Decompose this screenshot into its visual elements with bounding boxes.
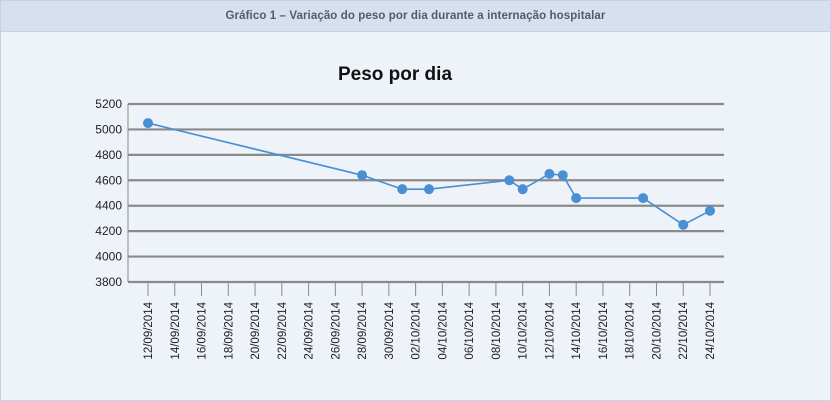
x-tick-label: 14/09/2014 [170, 301, 182, 359]
y-tick-label: 4200 [95, 224, 122, 238]
x-axis: 12/09/2014 14/09/2014 16/09/2014 18/09/2014… [143, 282, 717, 360]
x-tick-label: 24/09/2014 [304, 301, 316, 359]
y-tick-label: 5200 [95, 97, 122, 111]
x-tick-label: 10/10/2014 [518, 301, 530, 359]
data-point-28/09/2014 [357, 170, 368, 181]
x-tick-label: 22/09/2014 [277, 301, 289, 359]
data-point-22/10/2014 [678, 219, 689, 230]
data-point-09/10/2014 [504, 175, 515, 186]
x-tick-label: 28/09/2014 [357, 301, 369, 359]
chart-title: Peso por dia [338, 64, 452, 85]
y-tick-label: 5000 [95, 122, 122, 136]
x-tick-label: 18/10/2014 [625, 301, 637, 359]
figure-caption-bar: Gráfico 1 – Variação do peso por dia dur… [1, 1, 830, 32]
y-tick-label: 3800 [95, 275, 122, 289]
x-tick-label: 22/10/2014 [678, 301, 690, 359]
x-tick-label: 26/09/2014 [330, 301, 342, 359]
x-tick-label: 18/09/2014 [223, 301, 235, 359]
figure-caption: Gráfico 1 – Variação do peso por dia dur… [225, 10, 606, 22]
x-tick-label: 12/10/2014 [544, 301, 556, 359]
x-tick-label: 24/10/2014 [705, 301, 717, 359]
x-tick-label: 30/09/2014 [384, 301, 396, 359]
x-tick-label: 02/10/2014 [411, 301, 423, 359]
data-point-13/10/2014 [557, 170, 568, 181]
x-tick-label: 20/10/2014 [651, 301, 663, 359]
y-tick-label: 4600 [95, 173, 122, 187]
data-point-10/10/2014 [517, 184, 528, 195]
data-point-01/10/2014 [397, 184, 408, 195]
data-point-03/10/2014 [424, 184, 434, 195]
y-axis: 3800 4000 4200 4400 4600 4800 5000 5200 [95, 97, 129, 289]
y-tick-label: 4400 [95, 199, 122, 213]
x-tick-label: 04/10/2014 [437, 301, 449, 359]
data-point-24/10/2014 [705, 205, 715, 216]
x-tick-label: 14/10/2014 [571, 301, 583, 359]
data-point-12/09/2014 [143, 118, 153, 129]
data-point-12/10/2014 [544, 168, 555, 179]
x-tick-label: 16/10/2014 [598, 301, 610, 359]
x-tick-label: 12/09/2014 [143, 301, 155, 359]
weight-line [147, 122, 711, 226]
weight-series [143, 118, 715, 230]
y-tick-label: 4000 [95, 250, 122, 264]
x-tick-label: 20/09/2014 [250, 301, 262, 359]
data-point-19/10/2014 [638, 193, 649, 204]
chart-gridlines [128, 102, 724, 284]
x-tick-label: 08/10/2014 [491, 301, 503, 359]
data-point-14/10/2014 [571, 193, 582, 204]
x-tick-label: 06/10/2014 [464, 301, 476, 359]
x-tick-label: 16/09/2014 [197, 301, 209, 359]
y-tick-label: 4800 [95, 148, 122, 162]
